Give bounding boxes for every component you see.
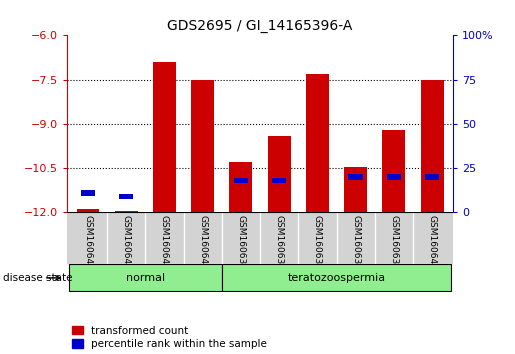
Bar (77, 210, 99, 212)
Bar (421, 80, 443, 212)
Text: GSM160639: GSM160639 (389, 215, 399, 270)
Text: GSM160642: GSM160642 (122, 215, 131, 270)
Bar (115, 211, 138, 212)
Text: GSM160636: GSM160636 (274, 215, 284, 270)
Bar (425, 175, 439, 180)
Bar (272, 178, 286, 183)
Text: GSM160637: GSM160637 (313, 215, 322, 270)
Bar (119, 194, 133, 199)
Bar (383, 130, 405, 212)
Bar (153, 62, 176, 212)
Text: GSM160644: GSM160644 (198, 215, 207, 270)
Text: GSM160635: GSM160635 (236, 215, 246, 270)
Bar (268, 136, 290, 212)
Text: normal: normal (126, 273, 165, 283)
FancyBboxPatch shape (69, 264, 222, 291)
Bar (234, 178, 248, 183)
Bar (81, 190, 95, 196)
Bar (230, 162, 252, 212)
Text: disease state: disease state (3, 273, 72, 283)
Bar (306, 74, 329, 212)
Text: GSM160638: GSM160638 (351, 215, 360, 270)
FancyBboxPatch shape (222, 264, 451, 291)
Text: GSM160643: GSM160643 (160, 215, 169, 270)
Title: GDS2695 / GI_14165396-A: GDS2695 / GI_14165396-A (167, 19, 353, 33)
Text: GSM160641: GSM160641 (83, 215, 93, 270)
Text: GSM160640: GSM160640 (427, 215, 437, 270)
Bar (349, 175, 363, 180)
Bar (387, 175, 401, 180)
Bar (344, 167, 367, 212)
Text: teratozoospermia: teratozoospermia (287, 273, 386, 283)
Legend: transformed count, percentile rank within the sample: transformed count, percentile rank withi… (72, 326, 267, 349)
Bar (191, 80, 214, 212)
